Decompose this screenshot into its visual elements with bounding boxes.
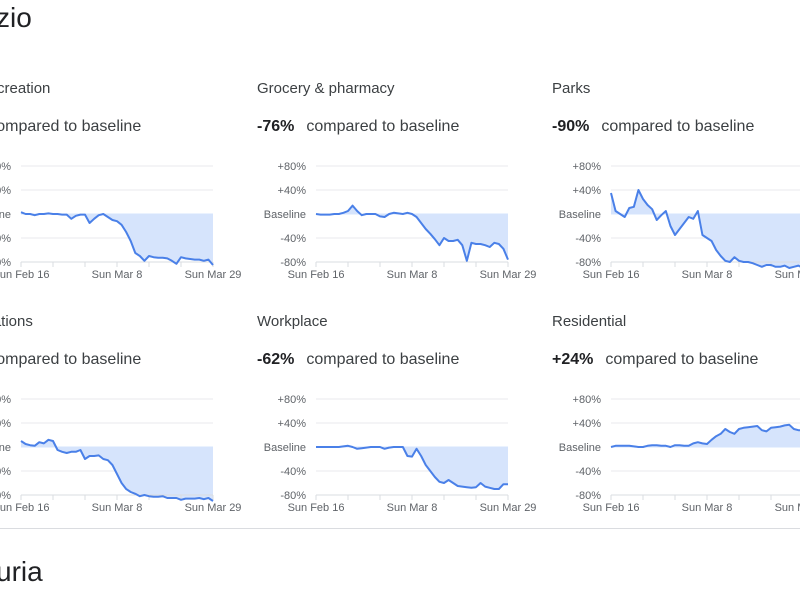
mobility-chart: +80% +40% Baseline -40% -80%Sun Feb 16 Sun Ma… — [264, 161, 537, 281]
card-change: %compared to baseline — [0, 351, 141, 369]
y-tick-label: -40% — [575, 233, 601, 245]
y-tick-label: +40% — [0, 185, 11, 197]
mobility-line — [316, 444, 508, 490]
y-tick-label: +80% — [278, 161, 307, 173]
y-tick-label: +80% — [0, 161, 11, 173]
mobility-chart: +80% +40% Baseline -40% -80%Sun Feb 16 Sun Ma… — [559, 161, 800, 281]
x-tick-label: Sun Feb 16 — [0, 269, 49, 281]
y-tick-label: Baseline — [0, 209, 11, 221]
x-tick-label: Sun Mar 29 — [480, 269, 537, 281]
y-tick-label: +40% — [0, 418, 11, 430]
x-tick-label: Sun Mar 8 — [92, 502, 143, 514]
change-value: -90% — [552, 118, 590, 135]
mobility-line — [20, 438, 214, 502]
chart-card-transit-stations: sit stations %compared to baseline +80% +40… — [0, 313, 257, 543]
y-tick-label: -80% — [280, 490, 306, 502]
chart-card-retail-recreation: l & recreation%compared to baseline+80%+… — [0, 80, 257, 310]
x-tick-label: Sun Mar 29 — [480, 502, 537, 514]
x-tick-label: Sun Feb 16 — [583, 502, 640, 514]
card-change: -76% compared to baseline — [257, 118, 459, 136]
y-tick-label: -40% — [280, 466, 306, 478]
card-change: %compared to baseline — [0, 118, 141, 136]
card-title: Workplace — [257, 313, 328, 330]
y-tick-label: -80% — [575, 257, 601, 269]
y-tick-label: +40% — [573, 418, 602, 430]
section-divider — [0, 528, 800, 529]
card-change: -62% compared to baseline — [257, 351, 459, 369]
baseline-diff-area — [611, 190, 800, 268]
change-label: compared to baseline — [306, 118, 460, 135]
y-tick-label: +40% — [573, 185, 602, 197]
y-tick-label: -40% — [280, 233, 306, 245]
y-tick-label: -40% — [0, 466, 11, 478]
change-label: compared to baseline — [605, 351, 759, 368]
x-tick-label: Sun Mar 8 — [682, 269, 733, 281]
baseline-diff-area — [21, 439, 213, 501]
card-title: Parks — [552, 80, 591, 97]
x-tick-label: Sun Mar 8 — [92, 269, 143, 281]
y-tick-label: +80% — [573, 161, 602, 173]
y-tick-label: -40% — [575, 466, 601, 478]
change-label: compared to baseline — [306, 351, 460, 368]
mobility-chart: +80% +40% Baseline -40% -80%Sun Feb 16 Sun Ma… — [264, 394, 537, 514]
y-tick-label: -80% — [575, 490, 601, 502]
card-title: Residential — [552, 313, 627, 330]
mobility-chart: +80% +40% Baseline -40% -80%Sun Feb 16 Sun Ma… — [559, 394, 800, 514]
y-tick-label: +80% — [278, 394, 307, 406]
y-tick-label: -80% — [280, 257, 306, 269]
mobility-line — [610, 189, 800, 269]
x-tick-label: Sun Feb 16 — [583, 269, 640, 281]
chart-card-parks: Parks -90% compared to baseline +80% +40% Bas… — [552, 80, 800, 310]
x-tick-label: Sun Mar 29 — [775, 269, 800, 281]
card-change: +24% compared to baseline — [552, 351, 758, 369]
card-title: Grocery & pharmacy — [257, 80, 395, 97]
baseline-diff-area — [316, 205, 508, 261]
card-change: -90% compared to baseline — [552, 118, 754, 136]
region-heading-liguria: uria — [0, 556, 43, 587]
change-label: compared to baseline — [601, 118, 755, 135]
change-label: compared to baseline — [0, 351, 142, 368]
mobility-chart: +80% +40% Baseline -40% -80%Sun Feb 16 Sun Ma… — [0, 394, 242, 514]
baseline-diff-area — [21, 212, 213, 265]
card-title: sit stations — [0, 313, 33, 330]
y-tick-label: +40% — [278, 185, 307, 197]
chart-card-workplace: Workplace -62% compared to baseline +80% +40… — [257, 313, 552, 543]
card-title: l & recreation — [0, 80, 51, 97]
x-tick-label: Sun Mar 8 — [387, 502, 438, 514]
baseline-diff-area — [611, 424, 800, 447]
chart-card-residential: Residential +24% compared to baseline +80% +… — [552, 313, 800, 543]
y-tick-label: Baseline — [264, 209, 306, 221]
x-tick-label: Sun Mar 8 — [387, 269, 438, 281]
y-tick-label: Baseline — [264, 442, 306, 454]
mobility-chart: +80% +40% Baseline -40% -80%Sun Feb 16 Sun Ma… — [0, 161, 242, 281]
y-tick-label: +80% — [0, 394, 11, 406]
region-heading-lazio: zio — [0, 2, 32, 33]
mobility-line — [20, 211, 214, 266]
y-tick-label: -80% — [0, 490, 11, 502]
y-tick-label: -40% — [0, 233, 11, 245]
mobility-line — [315, 204, 509, 262]
x-tick-label: Sun Feb 16 — [288, 269, 345, 281]
x-tick-label: Sun Mar 8 — [682, 502, 733, 514]
y-tick-label: +40% — [278, 418, 307, 430]
change-value: -76% — [257, 118, 295, 135]
x-tick-label: Sun Mar 29 — [185, 502, 242, 514]
y-tick-label: Baseline — [559, 209, 601, 221]
y-tick-label: +80% — [573, 394, 602, 406]
x-tick-label: Sun Mar 29 — [775, 502, 800, 514]
x-tick-label: Sun Mar 29 — [185, 269, 242, 281]
change-value: -62% — [257, 351, 295, 368]
y-tick-label: Baseline — [559, 442, 601, 454]
chart-card-grocery-pharmacy: Grocery & pharmacy -76% compared to baseli… — [257, 80, 552, 310]
baseline-diff-area — [316, 445, 508, 489]
x-tick-label: Sun Feb 16 — [288, 502, 345, 514]
y-tick-label: Baseline — [0, 442, 11, 454]
change-value: +24% — [552, 351, 594, 368]
mobility-line — [610, 423, 800, 448]
y-tick-label: -80% — [0, 257, 11, 269]
change-label: compared to baseline — [0, 118, 142, 135]
x-tick-label: Sun Feb 16 — [0, 502, 49, 514]
